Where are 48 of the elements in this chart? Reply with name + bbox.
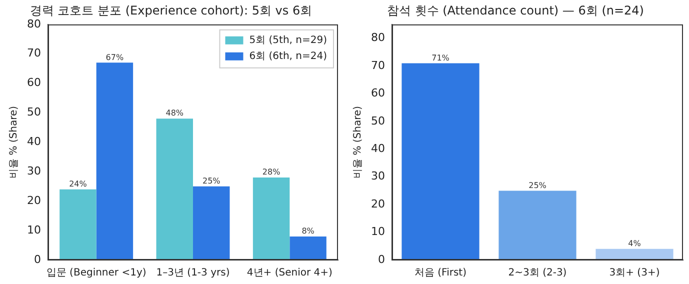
data-label: 25% — [202, 176, 221, 186]
bar — [96, 62, 134, 260]
data-label: 67% — [106, 52, 124, 62]
y-tick-label: 0 — [34, 252, 41, 266]
x-tick-label: 4년+ (Senior 4+) — [246, 268, 333, 279]
x-tick-label: 입문 (Beginner <1y) — [46, 268, 146, 279]
x-tick-label: 1–3년 (1-3 yrs) — [156, 268, 230, 279]
legend-label: 6회 (6th, n=24) — [249, 50, 328, 62]
x-tick-label: 처음 (First) — [414, 268, 467, 279]
y-tick-label: 20 — [26, 194, 41, 207]
x-tick-label: 2~3회 (2-3) — [508, 268, 567, 279]
bar — [402, 63, 480, 260]
y-tick-label: 80 — [26, 17, 41, 30]
data-label: 71% — [432, 53, 450, 62]
y-tick-label: 30 — [26, 164, 41, 178]
y-tick-label: 70 — [370, 58, 385, 72]
chart-title: 참석 횟수 (Attendance count) — 6회 (n=24) — [387, 3, 644, 18]
data-label: 8% — [302, 226, 315, 236]
y-tick-label: 10 — [370, 225, 385, 238]
y-tick-label: 30 — [370, 170, 385, 183]
y-tick-label: 20 — [370, 197, 385, 210]
x-tick-label: 3회+ (3+) — [609, 268, 660, 279]
y-axis-title: 비율 % (Share) — [8, 106, 20, 178]
y-axis-title: 비율 % (Share) — [352, 106, 364, 178]
data-label: 4% — [628, 238, 642, 248]
bar — [252, 178, 290, 260]
y-tick-label: 80 — [370, 31, 385, 44]
y-tick-label: 60 — [26, 76, 41, 90]
y-tick-label: 0 — [378, 252, 385, 266]
data-label: 48% — [166, 108, 184, 118]
data-label: 28% — [262, 168, 281, 177]
y-tick-label: 50 — [26, 106, 41, 119]
y-tick-label: 50 — [370, 114, 385, 128]
y-tick-label: 40 — [370, 142, 385, 155]
y-tick-label: 10 — [26, 223, 41, 236]
bar — [193, 186, 230, 260]
bar — [498, 190, 576, 260]
data-label: 24% — [69, 179, 88, 188]
bar — [60, 189, 96, 260]
legend-label: 5회 (5th, n=29) — [249, 34, 328, 46]
bar — [596, 248, 674, 260]
y-tick-label: 70 — [26, 46, 41, 60]
bar — [156, 118, 193, 260]
y-tick-label: 60 — [370, 86, 385, 100]
chart-title: 경력 코호트 분포 (Experience cohort): 5회 vs 6회 — [30, 3, 312, 18]
bar — [290, 236, 326, 260]
data-label: 25% — [528, 180, 547, 190]
y-tick-label: 40 — [26, 135, 41, 148]
